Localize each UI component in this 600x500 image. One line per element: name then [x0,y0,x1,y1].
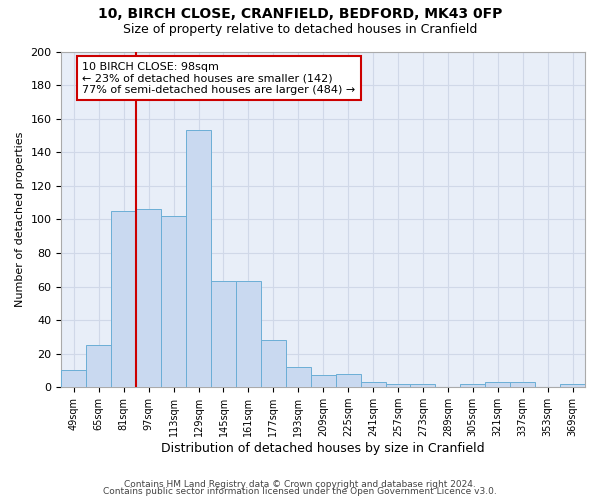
Bar [311,376,335,387]
X-axis label: Distribution of detached houses by size in Cranfield: Distribution of detached houses by size … [161,442,485,455]
Bar [410,384,436,387]
Bar [261,340,286,387]
Bar [186,130,211,387]
Bar [136,210,161,387]
Bar [335,374,361,387]
Bar [86,346,111,387]
Y-axis label: Number of detached properties: Number of detached properties [15,132,25,307]
Text: Contains HM Land Registry data © Crown copyright and database right 2024.: Contains HM Land Registry data © Crown c… [124,480,476,489]
Text: 10, BIRCH CLOSE, CRANFIELD, BEDFORD, MK43 0FP: 10, BIRCH CLOSE, CRANFIELD, BEDFORD, MK4… [98,8,502,22]
Bar [286,367,311,387]
Bar [111,211,136,387]
Text: 10 BIRCH CLOSE: 98sqm
← 23% of detached houses are smaller (142)
77% of semi-det: 10 BIRCH CLOSE: 98sqm ← 23% of detached … [82,62,356,95]
Text: Size of property relative to detached houses in Cranfield: Size of property relative to detached ho… [123,22,477,36]
Bar [386,384,410,387]
Bar [211,282,236,387]
Bar [510,382,535,387]
Bar [61,370,86,387]
Text: Contains public sector information licensed under the Open Government Licence v3: Contains public sector information licen… [103,488,497,496]
Bar [560,384,585,387]
Bar [460,384,485,387]
Bar [236,282,261,387]
Bar [361,382,386,387]
Bar [485,382,510,387]
Bar [161,216,186,387]
